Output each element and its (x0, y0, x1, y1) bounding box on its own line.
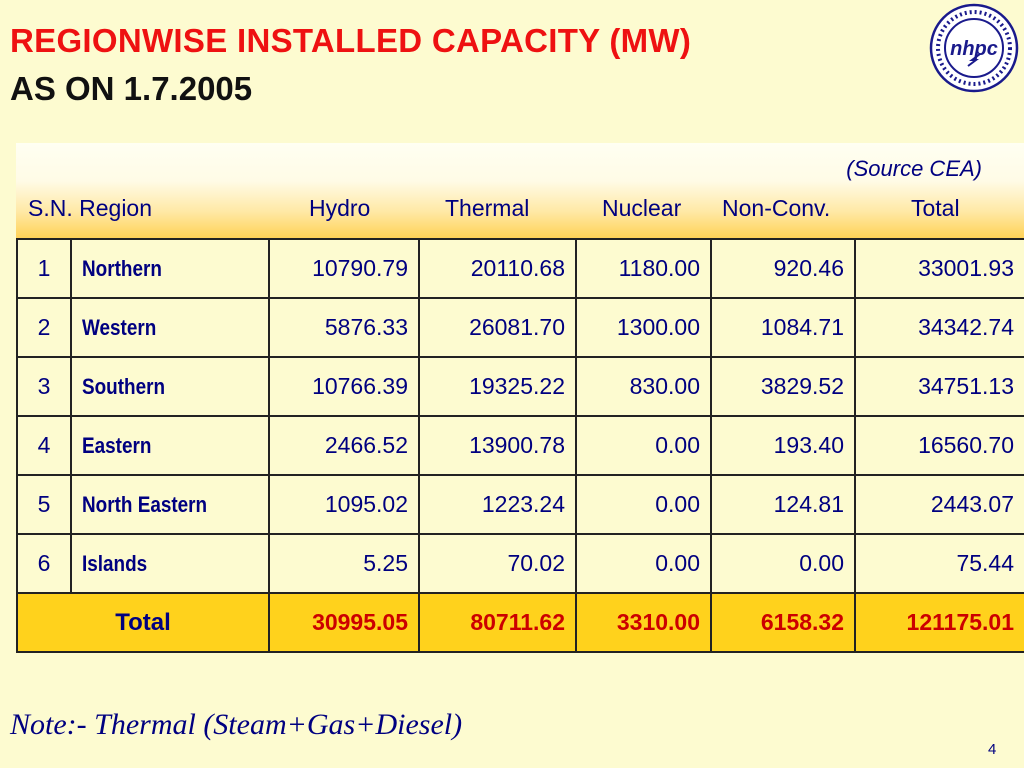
cell-sn: 6 (16, 533, 72, 594)
total-nonconv: 6158.32 (710, 592, 856, 653)
cell-total: 34342.74 (854, 297, 1024, 358)
table-row: 4 Eastern 2466.52 13900.78 0.00 193.40 1… (16, 415, 1024, 476)
table-row: 2 Western 5876.33 26081.70 1300.00 1084.… (16, 297, 1024, 358)
cell-hydro: 10766.39 (268, 356, 420, 417)
table-row: 6 Islands 5.25 70.02 0.00 0.00 75.44 (16, 533, 1024, 594)
footnote: Note:- Thermal (Steam+Gas+Diesel) (10, 708, 463, 741)
cell-sn: 5 (16, 474, 72, 535)
cell-nonconv: 0.00 (710, 533, 856, 594)
cell-total: 2443.07 (854, 474, 1024, 535)
cell-region: Western (70, 297, 270, 358)
cell-hydro: 1095.02 (268, 474, 420, 535)
capacity-table: 1 Northern 10790.79 20110.68 1180.00 920… (16, 238, 1024, 653)
total-total: 121175.01 (854, 592, 1024, 653)
table-header-band (16, 143, 1024, 238)
header-hydro: Hydro (309, 195, 371, 221)
cell-region: Northern (70, 238, 270, 299)
total-hydro: 30995.05 (268, 592, 420, 653)
cell-nonconv: 193.40 (710, 415, 856, 476)
cell-region: Islands (70, 533, 270, 594)
cell-total: 75.44 (854, 533, 1024, 594)
cell-sn: 4 (16, 415, 72, 476)
cell-region: Eastern (70, 415, 270, 476)
cell-total: 33001.93 (854, 238, 1024, 299)
cell-nonconv: 124.81 (710, 474, 856, 535)
total-thermal: 80711.62 (418, 592, 577, 653)
cell-sn: 3 (16, 356, 72, 417)
cell-thermal: 13900.78 (418, 415, 577, 476)
cell-nuclear: 0.00 (575, 533, 712, 594)
cell-thermal: 19325.22 (418, 356, 577, 417)
total-nuclear: 3310.00 (575, 592, 712, 653)
header-total: Total (911, 195, 960, 221)
cell-hydro: 2466.52 (268, 415, 420, 476)
header-sn-region: S.N. Region (28, 195, 153, 221)
cell-hydro: 10790.79 (268, 238, 420, 299)
source-note: (Source CEA) (846, 156, 982, 181)
cell-region: North Eastern (70, 474, 270, 535)
cell-nuclear: 0.00 (575, 415, 712, 476)
cell-hydro: 5876.33 (268, 297, 420, 358)
cell-sn: 2 (16, 297, 72, 358)
total-row: Total 30995.05 80711.62 3310.00 6158.32 … (16, 592, 1024, 653)
slide-title-line1: REGIONWISE INSTALLED CAPACITY (MW) (10, 22, 692, 59)
cell-total: 16560.70 (854, 415, 1024, 476)
cell-thermal: 1223.24 (418, 474, 577, 535)
header-nuclear: Nuclear (602, 195, 682, 221)
table-row: 1 Northern 10790.79 20110.68 1180.00 920… (16, 238, 1024, 299)
cell-thermal: 26081.70 (418, 297, 577, 358)
cell-region: Southern (70, 356, 270, 417)
cell-nuclear: 1180.00 (575, 238, 712, 299)
cell-nuclear: 1300.00 (575, 297, 712, 358)
svg-text:nhpc: nhpc (950, 38, 998, 60)
cell-nuclear: 830.00 (575, 356, 712, 417)
cell-nonconv: 1084.71 (710, 297, 856, 358)
page-number: 4 (988, 741, 997, 758)
header-thermal: Thermal (445, 195, 530, 221)
total-label: Total (16, 592, 270, 653)
cell-nonconv: 3829.52 (710, 356, 856, 417)
cell-nonconv: 920.46 (710, 238, 856, 299)
table-row: 3 Southern 10766.39 19325.22 830.00 3829… (16, 356, 1024, 417)
cell-thermal: 20110.68 (418, 238, 577, 299)
cell-sn: 1 (16, 238, 72, 299)
slide-title-line2: AS ON 1.7.2005 (10, 70, 253, 107)
cell-hydro: 5.25 (268, 533, 420, 594)
cell-total: 34751.13 (854, 356, 1024, 417)
cell-thermal: 70.02 (418, 533, 577, 594)
cell-nuclear: 0.00 (575, 474, 712, 535)
table-row: 5 North Eastern 1095.02 1223.24 0.00 124… (16, 474, 1024, 535)
nhpc-logo: nhpc (929, 3, 1019, 93)
header-nonconv: Non-Conv. (722, 195, 831, 221)
